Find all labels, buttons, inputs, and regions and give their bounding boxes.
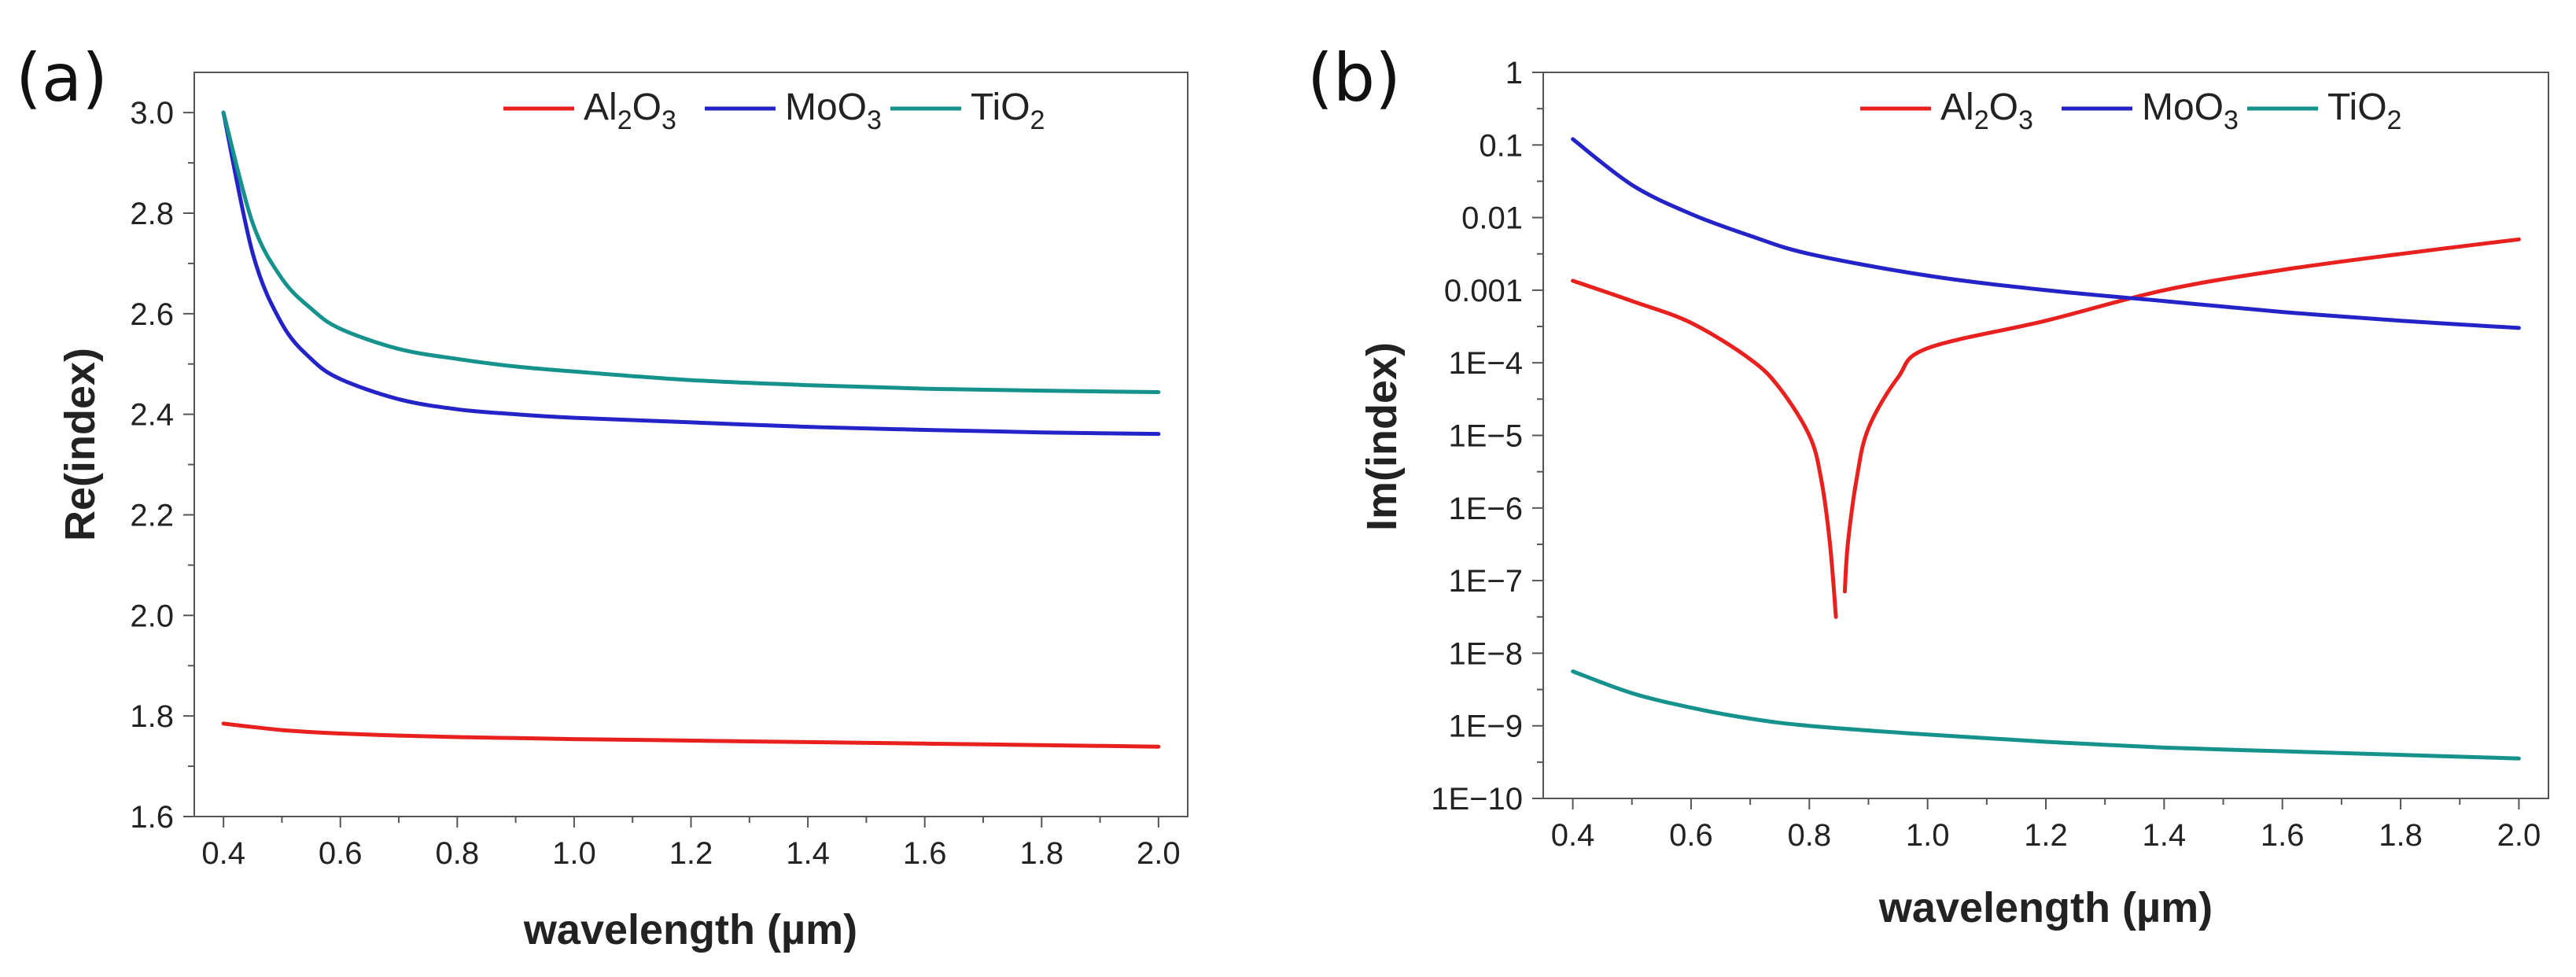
x-tick-label: 1.8 [2379,818,2423,853]
y-tick-label: 1E−9 [1448,710,1523,744]
x-tick-label: 0.6 [319,836,363,871]
y-tick-label: 3.0 [130,96,174,131]
x-tick-label: 1.4 [2143,818,2187,853]
y-tick-label: 0.01 [1461,201,1523,236]
y-tick-label: 1E−5 [1448,419,1523,454]
series-line-al2o3 [221,721,1161,749]
legend-label-al2o3: Al2O3 [1940,87,2033,135]
plot-frame-b [1542,72,2549,799]
series-lines-b [1571,137,2521,761]
x-tick-label: 1.2 [2024,818,2068,853]
axis-ticks-a: 0.4 0.6 0.8 1.0 1.2 1.4 1.6 1.8 2.0 1.6 1.8 2.0 2.2 2… [130,96,1180,871]
y-tick-label: 2.4 [130,398,174,433]
series-line-moo3 [221,110,1161,437]
y-tick-label: 2.8 [130,197,174,231]
legend-label-tio2: TiO2 [971,87,1045,135]
y-tick-label: 0.001 [1444,274,1523,308]
series-line-tio2 [221,110,1161,394]
legend-label-moo3: MoO3 [785,87,882,135]
y-tick-label: 1E−10 [1431,782,1523,817]
legend-a: Al2O3 MoO3 TiO2 [503,87,1045,135]
plot-area-b: 0.4 0.6 0.8 1.0 1.2 1.4 1.6 1.8 2.0 1 0.1 0.01 0.001… [1431,56,2549,853]
y-tick-label: 0.1 [1479,128,1523,163]
plot-frame-a [193,72,1188,817]
x-tick-label: 1.2 [669,836,713,871]
legend-label-moo3: MoO3 [2142,87,2239,135]
y-tick-label: 1.8 [130,699,174,734]
legend-b: Al2O3 MoO3 TiO2 [1860,87,2401,135]
series-line-tio2 [1571,669,2521,761]
x-tick-label: 0.6 [1669,818,1713,853]
y-tick-label: 1E−8 [1448,636,1523,671]
series-lines-a [221,110,1161,749]
y-axis-title-b: Im(index) [1358,342,1406,531]
y-tick-label: 2.6 [130,297,174,332]
y-tick-label: 1.6 [130,800,174,835]
x-tick-label: 1.4 [786,836,830,871]
series-line-al2o3 [1571,278,1838,619]
y-tick-label: 2.2 [130,498,174,533]
y-tick-label: 1E−6 [1448,492,1523,526]
x-tick-label: 1.6 [903,836,947,871]
x-axis-title-b: wavelength (µm) [1878,884,2213,931]
y-tick-label: 2.0 [130,599,174,633]
series-line-moo3 [1571,137,2521,330]
series-line-al2o3 [1842,237,2521,594]
legend-label-tio2: TiO2 [2327,87,2401,135]
x-tick-label: 1.0 [552,836,596,871]
panel-label-b: (b) [1307,39,1401,116]
legend-label-al2o3: Al2O3 [584,87,676,135]
x-tick-label: 0.4 [1551,818,1595,853]
x-tick-label: 2.0 [1137,836,1181,871]
x-tick-label: 1.8 [1019,836,1063,871]
x-tick-label: 0.8 [436,836,480,871]
y-tick-label: 1E−4 [1448,346,1523,381]
y-tick-label: 1 [1505,56,1523,90]
x-tick-label: 1.0 [1906,818,1950,853]
plot-area-a: 0.4 0.6 0.8 1.0 1.2 1.4 1.6 1.8 2.0 1.6 1.8 2.0 2.2 2… [130,72,1188,871]
x-axis-title-a: wavelength (µm) [523,906,857,953]
y-axis-title-a: Re(index) [57,348,104,541]
x-tick-label: 0.8 [1787,818,1831,853]
panel-label-a: (a) [16,39,108,116]
axis-ticks-b: 0.4 0.6 0.8 1.0 1.2 1.4 1.6 1.8 2.0 1 0.1 0.01 0.001… [1431,56,2541,853]
x-tick-label: 1.6 [2261,818,2305,853]
x-tick-label: 0.4 [201,836,245,871]
x-tick-label: 2.0 [2497,818,2541,853]
y-tick-label: 1E−7 [1448,564,1523,599]
